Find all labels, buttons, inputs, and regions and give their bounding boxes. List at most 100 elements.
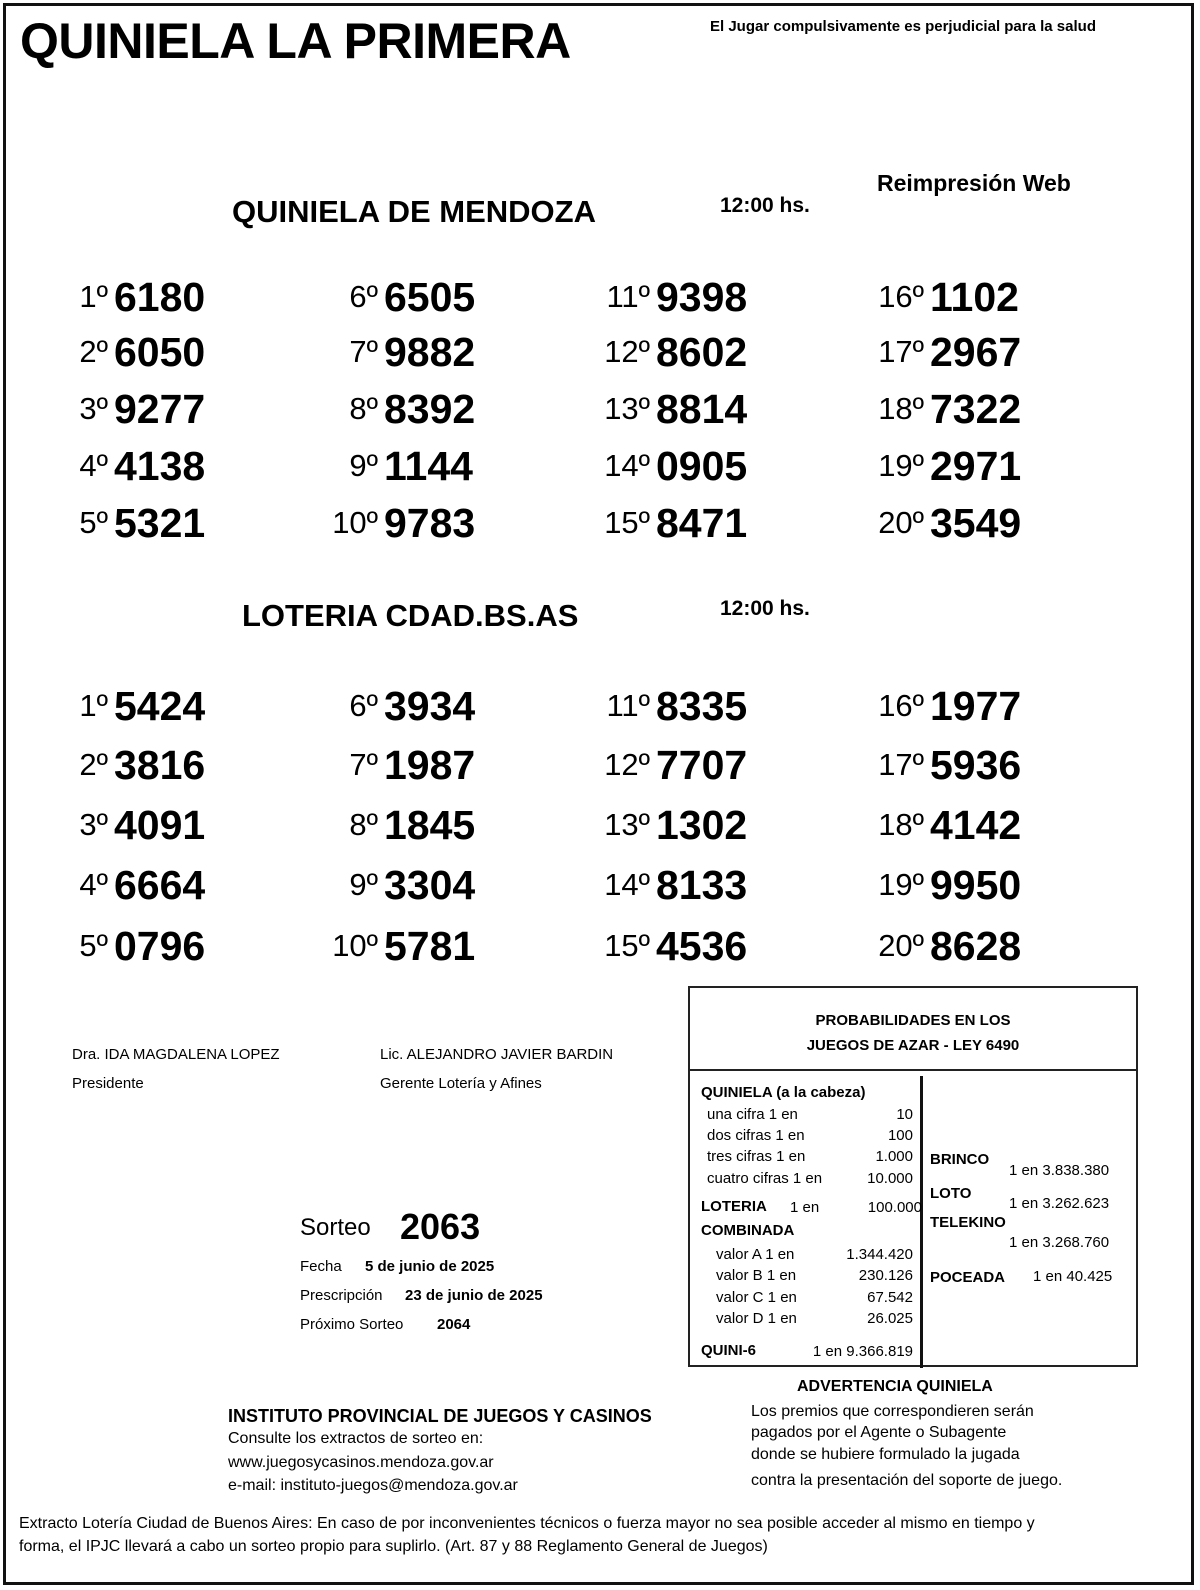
result-cell: 6º 3934 (270, 680, 530, 730)
position-label: 9º (349, 448, 378, 483)
advertencia-line: contra la presentación del soporte de ju… (751, 1472, 1063, 1489)
position-label: 12º (604, 334, 650, 369)
result-cell: 18º 7322 (816, 383, 1076, 433)
position-label: 9º (349, 867, 378, 902)
divider (920, 1076, 923, 1368)
result-number: 8392 (384, 386, 476, 432)
position-label: 7º (349, 747, 378, 782)
brinco-label: BRINCO (930, 1151, 990, 1168)
institute-website[interactable]: www.juegosycasinos.mendoza.gov.ar (228, 1454, 494, 1471)
result-cell: 6º 6505 (270, 271, 530, 321)
result-cell: 8º 1845 (270, 799, 530, 849)
result-cell: 19º 9950 (816, 859, 1076, 909)
loto-value: 1 en 3.262.623 (1009, 1195, 1110, 1212)
result-number: 7322 (930, 386, 1022, 432)
result-number: 8814 (656, 386, 748, 432)
result-cell: 2º 6050 (0, 326, 260, 376)
result-cell: 12º 8602 (542, 326, 802, 376)
proximo-label: Próximo Sorteo (300, 1316, 404, 1333)
position-label: 16º (878, 688, 924, 723)
result-cell: 12º 7707 (542, 739, 802, 789)
result-cell: 10º 9783 (270, 497, 530, 547)
loteria-en: 1 en (790, 1199, 820, 1216)
health-warning: El Jugar compulsivamente es perjudicial … (710, 18, 1096, 35)
position-label: 14º (604, 448, 650, 483)
brinco-value: 1 en 3.838.380 (1009, 1162, 1110, 1179)
institute-consult: Consulte los extractos de sorteo en: (228, 1430, 484, 1447)
prescripcion-label: Prescripción (300, 1287, 383, 1304)
result-cell: 14º 0905 (542, 440, 802, 490)
odds-label: tres cifras 1 en (707, 1148, 806, 1165)
probabilities-title: PROBABILIDADES EN LOS (815, 1012, 1011, 1029)
odds-label: valor B 1 en (716, 1267, 797, 1284)
result-cell: 14º 8133 (542, 859, 802, 909)
result-cell: 10º 5781 (270, 920, 530, 970)
poceada-label: POCEADA (930, 1269, 1006, 1286)
result-number: 5321 (114, 500, 206, 546)
result-number: 8602 (656, 329, 748, 375)
result-cell: 3º 4091 (0, 799, 260, 849)
result-number: 7707 (656, 742, 748, 788)
result-cell: 20º 3549 (816, 497, 1076, 547)
advertencia-title: ADVERTENCIA QUINIELA (797, 1378, 993, 1395)
proximo-value: 2064 (437, 1316, 471, 1333)
institute-email[interactable]: e-mail: instituto-juegos@mendoza.gov.ar (228, 1477, 518, 1494)
telekino-label: TELEKINO (930, 1214, 1006, 1231)
advertencia-line: Los premios que correspondieren serán (751, 1403, 1034, 1420)
odds-value: 10 (896, 1106, 913, 1123)
loto-label: LOTO (930, 1185, 972, 1202)
position-label: 1º (79, 688, 108, 723)
position-label: 13º (604, 391, 650, 426)
result-number: 9783 (384, 500, 476, 546)
result-number: 1977 (930, 683, 1022, 729)
mendoza-time: 12:00 hs. (720, 194, 810, 217)
result-number: 8471 (656, 500, 748, 546)
result-number: 3304 (384, 862, 476, 908)
result-cell: 7º 1987 (270, 739, 530, 789)
reprint-label: Reimpresión Web (877, 170, 1071, 196)
result-number: 1144 (384, 443, 473, 489)
odds-label: valor D 1 en (716, 1310, 797, 1327)
result-number: 1102 (930, 274, 1019, 320)
signatory-role: Gerente Lotería y Afines (380, 1075, 542, 1092)
result-number: 4142 (930, 802, 1022, 848)
position-label: 5º (79, 505, 108, 540)
result-cell: 17º 2967 (816, 326, 1076, 376)
advertencia-line: donde se hubiere formulado la jugada (751, 1446, 1020, 1463)
signatory-name: Dra. IDA MAGDALENA LOPEZ (72, 1046, 280, 1063)
result-cell: 5º 0796 (0, 920, 260, 970)
result-cell: 9º 3304 (270, 859, 530, 909)
result-number: 4091 (114, 802, 206, 848)
result-cell: 13º 1302 (542, 799, 802, 849)
quini6-label: QUINI-6 (701, 1342, 757, 1359)
position-label: 20º (878, 505, 924, 540)
result-number: 9882 (384, 329, 476, 375)
result-cell: 16º 1102 (816, 271, 1076, 321)
result-number: 1845 (384, 802, 476, 848)
result-number: 2967 (930, 329, 1022, 375)
position-label: 4º (79, 448, 108, 483)
probabilities-header: PROBABILIDADES EN LOS JUEGOS DE AZAR - L… (690, 988, 1136, 1071)
odds-value: 26.025 (867, 1310, 913, 1327)
advertencia-line: pagados por el Agente o Subagente (751, 1424, 1007, 1441)
result-number: 5936 (930, 742, 1022, 788)
position-label: 11º (606, 279, 650, 314)
position-label: 10º (332, 505, 378, 540)
odds-label: valor A 1 en (716, 1246, 795, 1263)
position-label: 15º (604, 505, 650, 540)
mendoza-title: QUINIELA DE MENDOZA (232, 194, 596, 229)
result-number: 5781 (384, 923, 476, 969)
signatory-role: Presidente (72, 1075, 144, 1092)
position-label: 5º (79, 928, 108, 963)
result-number: 1987 (384, 742, 476, 788)
fecha-label: Fecha (300, 1258, 342, 1275)
result-number: 9277 (114, 386, 206, 432)
position-label: 20º (878, 928, 924, 963)
page-border (3, 3, 1194, 1585)
position-label: 4º (79, 867, 108, 902)
result-cell: 18º 4142 (816, 799, 1076, 849)
position-label: 15º (604, 928, 650, 963)
result-cell: 4º 4138 (0, 440, 260, 490)
page-title: QUINIELA LA PRIMERA (20, 13, 571, 69)
result-cell: 1º 5424 (0, 680, 260, 730)
